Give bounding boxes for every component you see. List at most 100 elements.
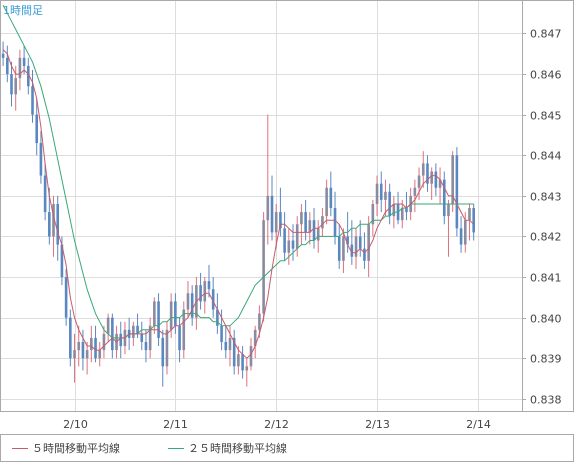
candle-body [388, 191, 391, 217]
legend-label: ５時間移動平均線 [32, 441, 120, 455]
candle-body [52, 203, 55, 237]
x-tick-label: 2/14 [466, 418, 491, 431]
candle-body [346, 236, 349, 245]
candle-body [459, 228, 463, 245]
ma5-legend: ５時間移動平均線 [12, 441, 120, 455]
candle-body [64, 277, 68, 318]
chart-title: 1時間足 [3, 4, 43, 17]
candle-body [434, 171, 438, 188]
candle-body [312, 220, 316, 241]
candle-body [304, 212, 307, 233]
y-tick-label: 0.847 [530, 28, 562, 41]
candle-body [148, 325, 152, 351]
candle-body [417, 175, 421, 188]
y-tick-label: 0.844 [530, 150, 562, 163]
candle-body [157, 301, 160, 338]
candle-body [451, 155, 454, 204]
candle-body [182, 309, 186, 351]
candle-body [430, 171, 433, 184]
candle-body [232, 337, 236, 367]
candle-body [31, 86, 34, 115]
legend-panel [0, 434, 574, 462]
candle-body [94, 337, 97, 359]
legend: ５時間移動平均線 ２５時間移動平均線 [12, 441, 287, 455]
candle-body [421, 163, 425, 176]
candle-body [237, 354, 240, 367]
candle-body [287, 240, 291, 253]
y-axis: 0.838 0.839 0.840 0.841 0.842 0.843 0.844 0.845… [522, 28, 562, 407]
candle-body [384, 191, 387, 200]
candle-body [468, 208, 471, 221]
candle-body [283, 228, 286, 253]
candle-body [405, 208, 408, 213]
y-tick-label: 0.841 [530, 272, 562, 285]
candle-body [333, 208, 337, 237]
candle-body [455, 155, 459, 229]
candle-body [329, 187, 333, 209]
grid [1, 1, 522, 411]
candle-body [190, 293, 194, 318]
candle-body [161, 337, 165, 367]
candle-body [245, 366, 249, 371]
candle-body [85, 350, 89, 359]
candle-body [258, 313, 261, 330]
y-tick-label: 0.845 [530, 110, 562, 123]
candle-body [325, 187, 328, 217]
candle-body [447, 203, 450, 217]
candle-body [308, 220, 312, 233]
candle-body [73, 350, 76, 359]
candle-body [1, 53, 5, 58]
candle-body [211, 289, 215, 310]
candle-body [463, 220, 467, 245]
candle-body [10, 74, 13, 95]
candle-body [81, 341, 85, 359]
candle-body [426, 163, 429, 184]
candle-body [186, 293, 190, 310]
candle-body [279, 212, 282, 229]
candle-body [178, 325, 181, 351]
candle-body [90, 337, 93, 351]
candle-body [111, 317, 114, 351]
candle-body [266, 195, 270, 221]
candle-body [165, 329, 169, 367]
candle-body [136, 325, 139, 334]
candle-body [321, 216, 324, 229]
candle-body [22, 57, 26, 66]
candle-body [140, 333, 144, 342]
candle-body [363, 248, 366, 261]
x-tick-label: 2/10 [63, 418, 88, 431]
x-tick-label: 2/13 [365, 418, 390, 431]
ma25-line [2, 4, 474, 339]
candle-body [35, 114, 39, 144]
candle-body [174, 301, 177, 326]
candle-body [199, 285, 202, 302]
candle-body [392, 203, 396, 217]
candle-body [203, 281, 207, 302]
candle-body [14, 78, 18, 95]
candle-body [375, 183, 379, 204]
candle-body [472, 208, 475, 233]
candle-body [270, 195, 274, 233]
candle-body [358, 236, 362, 249]
candle-body [253, 329, 257, 347]
x-tick-label: 2/12 [264, 418, 289, 431]
candle-body [60, 244, 64, 278]
candle-body [316, 228, 320, 241]
candle-body [5, 57, 9, 75]
ma25-legend: ２５時間移動平均線 [168, 441, 287, 455]
y-tick-label: 0.842 [530, 231, 562, 244]
candle-body [337, 236, 341, 261]
candle-body [300, 212, 303, 225]
x-axis: 2/10 2/11 2/12 2/13 2/14 [63, 418, 491, 431]
candle-body [27, 65, 30, 87]
candle-body [220, 325, 223, 342]
y-tick-label: 0.839 [530, 353, 562, 366]
candle-body [102, 333, 106, 351]
candle-body [249, 346, 253, 367]
candle-body [291, 240, 295, 249]
candle-body [354, 236, 358, 257]
candle-body [274, 212, 278, 233]
candle-body [119, 333, 123, 347]
candle-body [413, 187, 417, 196]
candle-body [262, 220, 265, 314]
